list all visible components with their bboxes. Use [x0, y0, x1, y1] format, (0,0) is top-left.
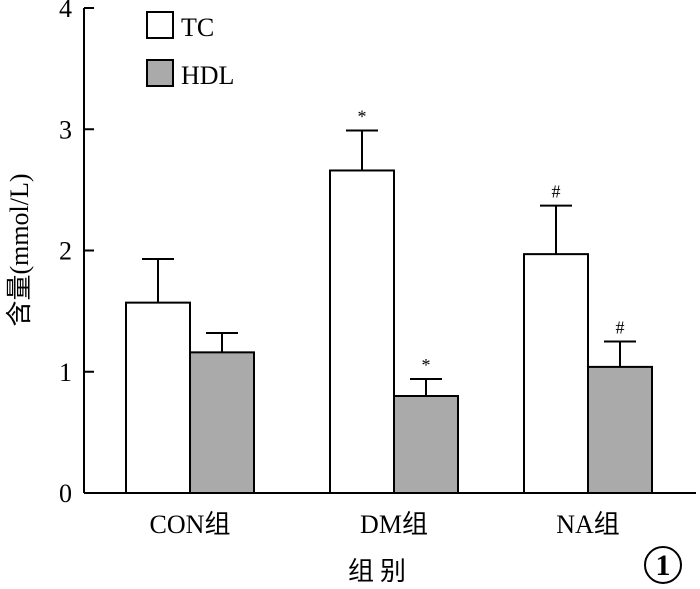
figure-number: 1 [656, 549, 671, 582]
legend-label-hdl: HDL [181, 61, 234, 90]
significance-mark: # [552, 182, 561, 202]
bar-tc-0 [125, 301, 191, 495]
x-axis-title: 组别 [348, 557, 412, 586]
category-label: DM组 [360, 510, 428, 539]
legend-swatch-tc [146, 11, 174, 39]
bar-hdl-1 [393, 395, 459, 494]
category-label: CON组 [150, 510, 231, 539]
y-axis-title: 含量(mmol/L) [5, 173, 34, 326]
bars: CON组 * * DM组 # # NA组 [125, 106, 653, 539]
y-tick-label: 3 [59, 115, 72, 144]
legend: TC HDL [146, 11, 234, 90]
bar-tc-1 [329, 169, 395, 494]
y-tick-label: 2 [59, 237, 72, 266]
significance-mark: * [422, 355, 431, 375]
bar-hdl-0 [189, 351, 255, 494]
bar-tc-2 [523, 253, 589, 494]
y-tick-label: 1 [59, 358, 72, 387]
legend-label-tc: TC [181, 13, 214, 42]
y-tick-label: 4 [59, 0, 72, 23]
significance-mark: * [358, 106, 367, 126]
y-tick-label: 0 [59, 479, 72, 508]
bar-hdl-2 [587, 365, 653, 494]
figure-number-badge: 1 [644, 546, 682, 584]
significance-mark: # [616, 317, 625, 337]
category-label: NA组 [556, 510, 620, 539]
legend-swatch-hdl [146, 59, 174, 87]
